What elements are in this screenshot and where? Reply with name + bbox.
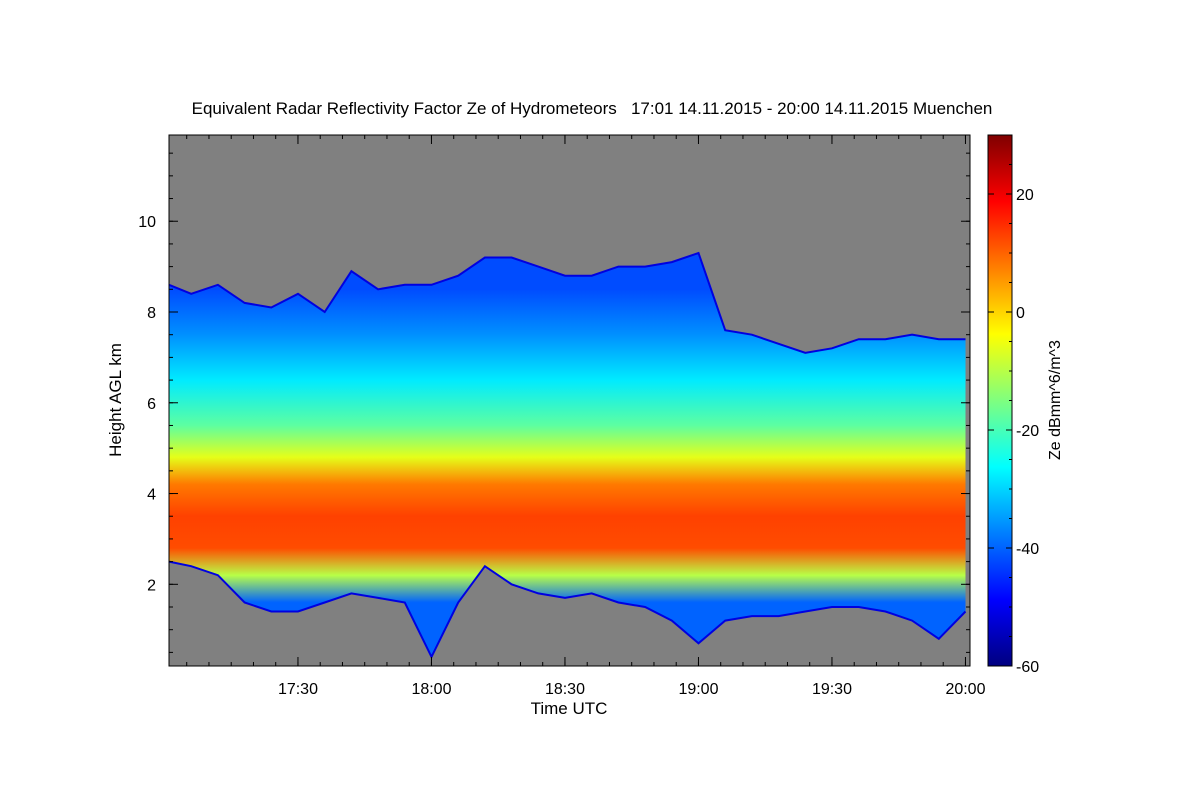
x-axis: 17:30 18:00 18:30 19:00 19:30 20:00 (186, 135, 986, 698)
x-tick-label: 19:30 (812, 681, 852, 698)
x-tick-label: 18:30 (545, 681, 585, 698)
plot-area (168, 134, 971, 667)
y-tick-label: 4 (147, 487, 156, 504)
colorbar-label: Ze dBmm^6/m^3 (1047, 340, 1064, 460)
colorbar-tick-label: -60 (1016, 659, 1039, 676)
cloud-base-edge (168, 560, 967, 660)
cloud-top-edge (168, 251, 966, 354)
y-tick-label: 8 (147, 305, 156, 322)
x-tick-label: 20:00 (945, 681, 985, 698)
y-tick-label: 10 (138, 214, 156, 231)
y-axis: 2 4 6 8 10 (138, 152, 970, 653)
colorbar-ticks: 20 0 -20 -40 -60 (988, 134, 1039, 676)
chart-title: Equivalent Radar Reflectivity Factor Ze … (192, 99, 993, 118)
y-axis-label: Height AGL km (106, 343, 125, 457)
colorbar-tick-label: 0 (1016, 305, 1025, 322)
plot-frame (168, 134, 971, 667)
colorbar-scale (987, 134, 1013, 667)
y-tick-label: 2 (147, 577, 156, 594)
x-axis-label: Time UTC (531, 699, 608, 718)
colorbar-tick-label: -40 (1016, 541, 1039, 558)
x-tick-label: 18:00 (411, 681, 451, 698)
x-tick-label: 19:00 (678, 681, 718, 698)
colorbar: 20 0 -20 -40 -60 Ze dBmm^6/m^3 (987, 134, 1064, 676)
x-tick-label: 17:30 (278, 681, 318, 698)
colorbar-tick-label: -20 (1016, 423, 1039, 440)
colorbar-tick-label: 20 (1016, 187, 1034, 204)
y-tick-label: 6 (147, 396, 156, 413)
